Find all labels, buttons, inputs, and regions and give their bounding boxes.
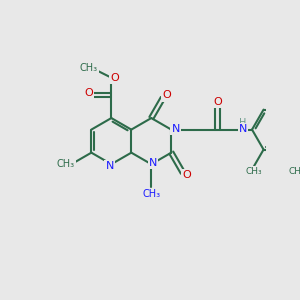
Text: O: O xyxy=(110,73,119,83)
Text: CH₃: CH₃ xyxy=(56,159,75,169)
Text: O: O xyxy=(162,90,171,100)
Text: N: N xyxy=(149,158,157,168)
Text: N: N xyxy=(239,124,247,134)
Text: CH₃: CH₃ xyxy=(142,189,160,200)
Text: N: N xyxy=(172,124,180,134)
Text: O: O xyxy=(213,97,222,107)
Text: H: H xyxy=(239,118,247,128)
Text: N: N xyxy=(105,161,114,171)
Text: CH₃: CH₃ xyxy=(245,167,262,176)
Text: CH₃: CH₃ xyxy=(80,63,98,73)
Text: CH₃: CH₃ xyxy=(288,167,300,176)
Text: O: O xyxy=(84,88,93,98)
Text: O: O xyxy=(182,170,191,180)
